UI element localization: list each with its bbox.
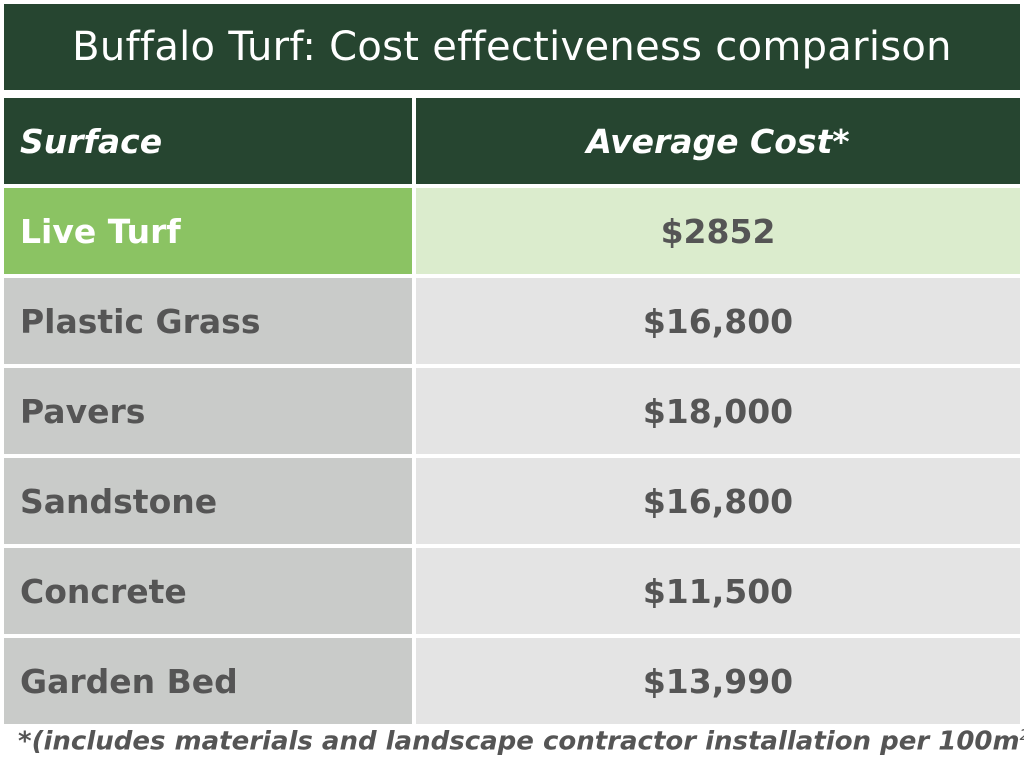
column-header-surface: Surface <box>4 98 412 184</box>
cost-cell: $16,800 <box>416 458 1020 544</box>
surface-cell: Live Turf <box>4 188 412 274</box>
column-header-average-cost: Average Cost* <box>416 98 1020 184</box>
table-row: Plastic Grass $16,800 <box>4 278 1020 364</box>
cost-comparison-table: Surface Average Cost* Live Turf $2852 Pl… <box>0 94 1024 728</box>
table-row: Pavers $18,000 <box>4 368 1020 454</box>
surface-cell: Pavers <box>4 368 412 454</box>
cost-cell: $2852 <box>416 188 1020 274</box>
cost-cell: $16,800 <box>416 278 1020 364</box>
surface-cell: Sandstone <box>4 458 412 544</box>
surface-cell: Plastic Grass <box>4 278 412 364</box>
surface-cell: Concrete <box>4 548 412 634</box>
comparison-table-frame: Buffalo Turf: Cost effectiveness compari… <box>4 4 1020 728</box>
table-row: Concrete $11,500 <box>4 548 1020 634</box>
table-row: Live Turf $2852 <box>4 188 1020 274</box>
footnote-text: *(includes materials and landscape contr… <box>18 726 1020 757</box>
cost-cell: $13,990 <box>416 638 1020 724</box>
footnote-superscript: 2 <box>1020 726 1024 744</box>
table-title: Buffalo Turf: Cost effectiveness compari… <box>4 4 1020 90</box>
cost-cell: $11,500 <box>416 548 1020 634</box>
table-header-row: Surface Average Cost* <box>4 98 1020 184</box>
surface-cell: Garden Bed <box>4 638 412 724</box>
footnote: *(includes materials and landscape contr… <box>18 726 1024 757</box>
table-row: Sandstone $16,800 <box>4 458 1020 544</box>
cost-cell: $18,000 <box>416 368 1020 454</box>
table-row: Garden Bed $13,990 <box>4 638 1020 724</box>
